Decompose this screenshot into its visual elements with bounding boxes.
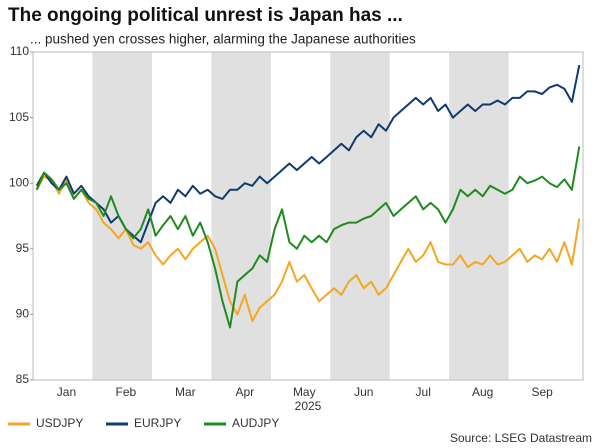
y-tick-label: 100: [9, 175, 29, 189]
x-tick-label: Mar: [175, 385, 196, 399]
legend-label: EURJPY: [134, 416, 181, 430]
x-tick-label: Sep: [531, 385, 553, 399]
chart-subtitle: ... pushed yen crosses higher, alarming …: [30, 32, 416, 47]
x-axis-label: 2025: [295, 399, 322, 413]
series-line: [35, 146, 581, 329]
x-tick-label: Jun: [354, 385, 373, 399]
x-tick-label: Jan: [57, 385, 76, 399]
x-tick-label: Feb: [116, 385, 137, 399]
y-tick-label: 105: [9, 110, 29, 124]
y-tick-label: 90: [16, 307, 30, 321]
y-tick-label: 95: [16, 241, 30, 255]
source: Source: LSEG Datastream: [450, 431, 592, 445]
month-band: [92, 52, 152, 380]
y-tick-label: 85: [16, 372, 30, 386]
x-tick-label: May: [293, 385, 316, 399]
legend-label: USDJPY: [36, 416, 83, 430]
month-band: [330, 52, 390, 380]
month-band: [211, 52, 271, 380]
x-tick-label: Aug: [472, 385, 493, 399]
x-tick-label: Jul: [416, 385, 431, 399]
legend-label: AUDJPY: [232, 416, 279, 430]
plot-frame: [32, 51, 584, 381]
x-tick-label: Apr: [235, 385, 254, 399]
chart-title: The ongoing political unrest is Japan ha…: [8, 5, 403, 26]
y-tick-label: 110: [10, 44, 29, 58]
